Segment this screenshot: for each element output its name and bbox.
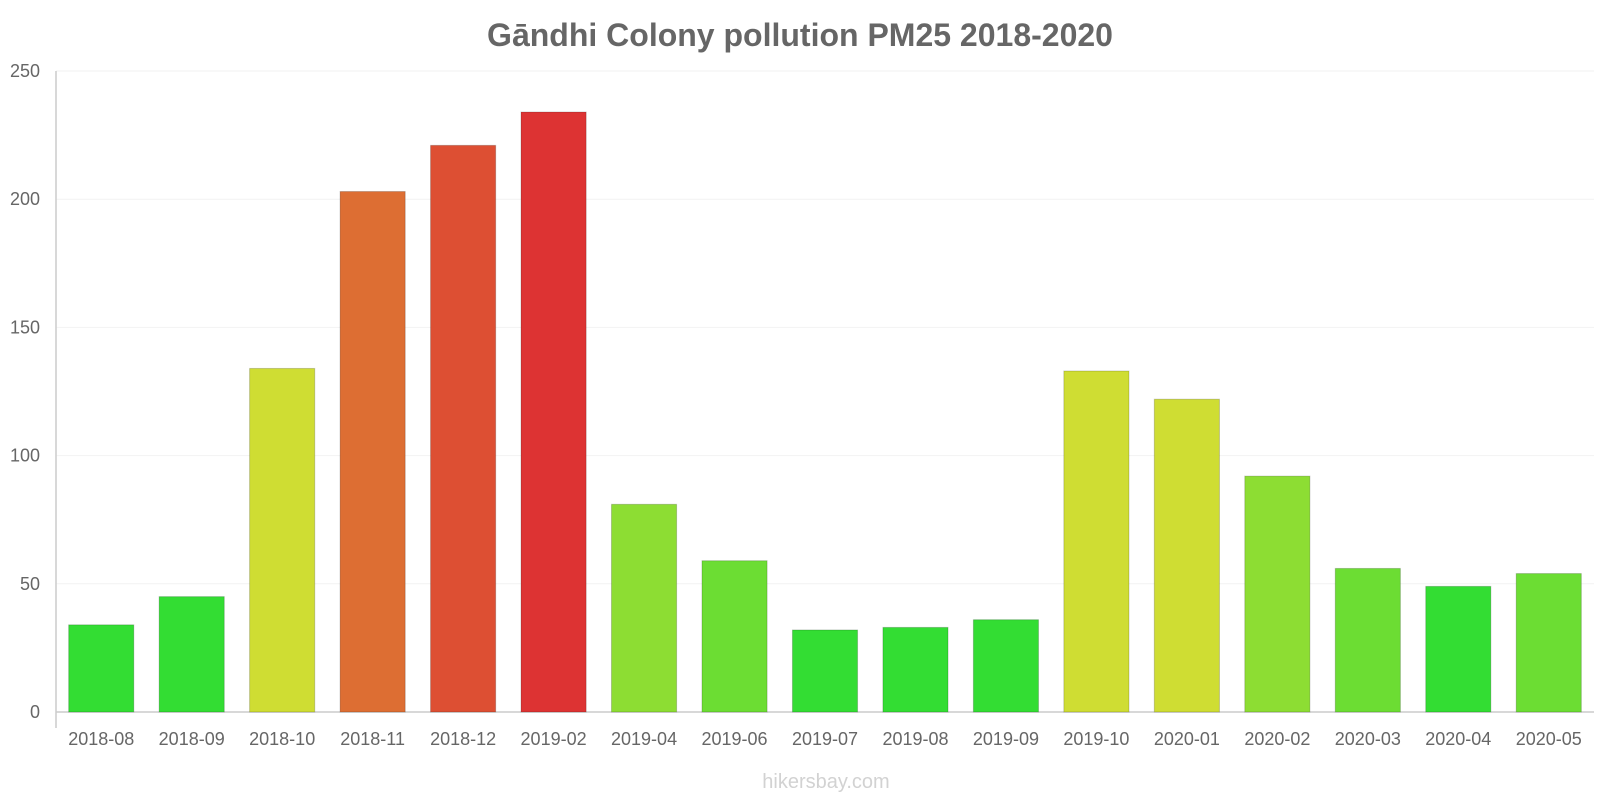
x-tick-label: 2020-01 xyxy=(1154,729,1220,749)
x-tick-label: 2019-10 xyxy=(1063,729,1129,749)
bar-2019-07 xyxy=(791,629,859,713)
x-tick-label: 2019-09 xyxy=(973,729,1039,749)
y-tick-label: 100 xyxy=(10,446,40,466)
bars xyxy=(68,111,1582,713)
y-axis-tick-labels: 0 50 100 150 200 250 xyxy=(10,61,40,722)
bar-2018-11 xyxy=(339,191,406,713)
x-tick-label: 2020-05 xyxy=(1516,729,1582,749)
bar-2020-02 xyxy=(1244,475,1311,713)
y-tick-label: 50 xyxy=(20,574,40,594)
y-tick-label: 150 xyxy=(10,317,40,337)
bar-2018-09 xyxy=(158,596,225,713)
x-tick-label: 2019-04 xyxy=(611,729,677,749)
bar-2019-08 xyxy=(882,626,949,713)
bar-2019-02 xyxy=(520,111,587,713)
x-tick-label: 2020-04 xyxy=(1425,729,1491,749)
x-tick-label: 2018-11 xyxy=(340,729,405,749)
x-tick-label: 2019-07 xyxy=(792,729,858,749)
bar-2018-08 xyxy=(68,624,135,713)
x-tick-label: 2018-10 xyxy=(249,729,315,749)
x-tick-label: 2020-02 xyxy=(1244,729,1310,749)
x-axis-tick-labels: 2018-08 2018-09 2018-10 2018-11 2018-12 2019-… xyxy=(68,729,1582,749)
x-tick-label: 2018-12 xyxy=(430,729,496,749)
bar-2018-12 xyxy=(430,144,497,713)
x-tick-label: 2018-08 xyxy=(68,729,134,749)
bar-2020-04 xyxy=(1425,585,1492,713)
x-tick-label: 2020-03 xyxy=(1335,729,1401,749)
bar-2019-10 xyxy=(1063,370,1130,713)
bar-2020-01 xyxy=(1153,398,1220,713)
y-tick-label: 200 xyxy=(10,189,40,209)
bar-2019-09 xyxy=(972,619,1040,713)
y-tick-label: 0 xyxy=(30,702,40,722)
bar-2020-05 xyxy=(1515,573,1582,713)
chart-title: Gāndhi Colony pollution PM25 2018-2020 xyxy=(487,17,1113,53)
bar-2018-10 xyxy=(249,367,316,713)
x-tick-label: 2019-06 xyxy=(701,729,767,749)
watermark: hikersbay.com xyxy=(762,771,889,793)
bar-2019-06 xyxy=(701,560,768,713)
x-tick-label: 2019-02 xyxy=(521,729,587,749)
bar-2020-03 xyxy=(1334,567,1401,713)
x-tick-label: 2018-09 xyxy=(159,729,225,749)
y-tick-label: 250 xyxy=(10,61,40,81)
bar-2019-04 xyxy=(610,503,678,713)
x-tick-label: 2019-08 xyxy=(882,729,948,749)
